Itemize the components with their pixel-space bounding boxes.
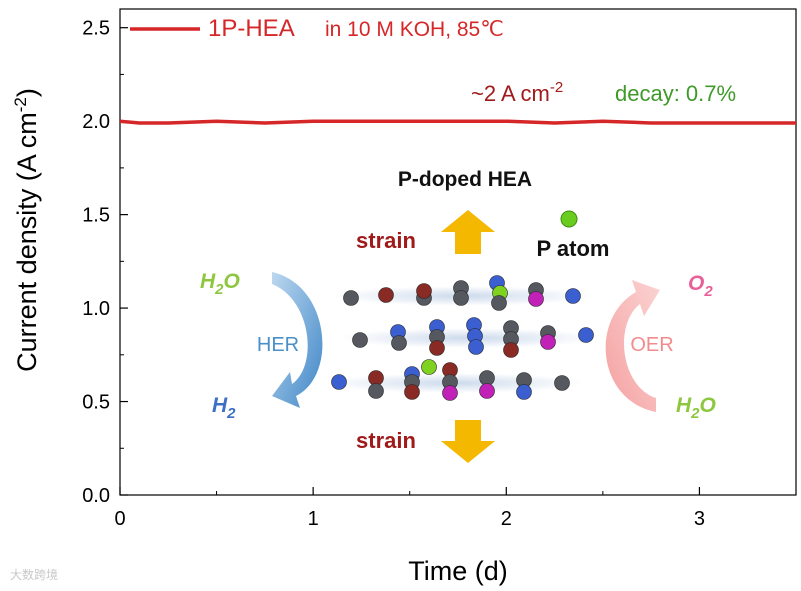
x-axis-label: Time (d) [408, 556, 508, 586]
y-axis-label: Current density (A cm-2) [11, 88, 42, 372]
series-line-1p-hea [119, 119, 796, 125]
legend-condition: in 10 M KOH, 85℃ [325, 18, 504, 41]
lattice-atom [352, 332, 368, 348]
y-tick-label: 2.5 [82, 18, 110, 40]
hea-lattice [325, 275, 598, 401]
y-tick-label: 0.5 [82, 392, 110, 414]
watermark: 大数跨境 [10, 568, 59, 582]
her-label: HER [257, 334, 299, 356]
lattice-atom [429, 340, 445, 356]
lattice-atom [503, 342, 519, 358]
inset-title: P-doped HEA [398, 168, 532, 191]
y-tick-label: 0.0 [82, 485, 110, 507]
lattice-atom [468, 339, 484, 355]
y-tick-label: 1.0 [82, 298, 110, 320]
lattice-atom [442, 385, 458, 401]
lattice-atom [528, 291, 544, 307]
strain-up-arrow [441, 210, 495, 254]
y-tick-label: 2.0 [82, 111, 110, 133]
lattice-atom [404, 384, 420, 400]
y-tick-label: 1.5 [82, 205, 110, 227]
oer-reactant: H2O [676, 394, 716, 422]
lattice-atom [578, 327, 594, 343]
plot-frame [119, 8, 797, 496]
p-atom-marker [560, 210, 578, 228]
x-tick-label: 2 [501, 508, 512, 530]
lattice-atom [378, 287, 394, 303]
lattice-atom [368, 383, 384, 399]
her-product: H2 [212, 394, 236, 422]
her-reactant: H2O [200, 270, 240, 298]
oer-arrow-icon [605, 280, 660, 412]
strain-down-arrow [441, 420, 495, 463]
strain-top-label: strain [356, 228, 416, 253]
lattice-atom [516, 384, 532, 400]
lattice-atom [331, 374, 347, 390]
lattice-atom [453, 290, 469, 306]
lattice-atom [416, 283, 432, 299]
inset-schematic: P-doped HEA P atom strain strain HER H2O… [200, 168, 716, 463]
lattice-atom [343, 290, 359, 306]
lattice-atom [565, 288, 581, 304]
x-tick-label: 3 [694, 508, 705, 530]
strain-bottom-label: strain [356, 428, 416, 453]
lattice-atom [554, 375, 570, 391]
legend-series-name: 1P-HEA [208, 15, 295, 42]
legend: 1P-HEA in 10 M KOH, 85℃ [130, 15, 504, 42]
oer-product: O2 [688, 272, 713, 300]
tick-labels: 0 1 2 3 0.0 0.5 1.0 1.5 2.0 2.5 [82, 18, 705, 530]
decay-annotation: decay: 0.7% [615, 81, 736, 106]
lattice-atom [421, 359, 437, 375]
axis-ticks [119, 27, 701, 496]
x-tick-label: 1 [308, 508, 319, 530]
lattice-atom [479, 383, 495, 399]
x-tick-label: 0 [114, 508, 125, 530]
lattice-atom [540, 334, 556, 350]
oer-label: OER [630, 334, 673, 356]
lattice-atom [391, 335, 407, 351]
her-arrow-icon [272, 272, 323, 408]
current-annotation: ~2 A cm-2 [471, 79, 563, 106]
lattice-atom [491, 295, 507, 311]
p-atom-label: P atom [537, 236, 610, 261]
